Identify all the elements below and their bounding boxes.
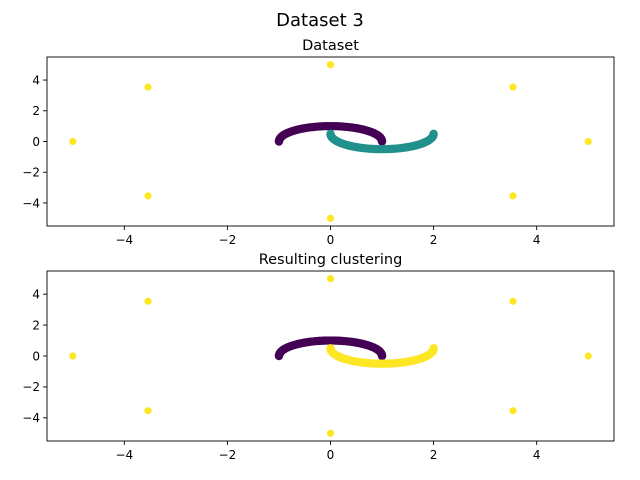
- data-point: [274, 137, 284, 146]
- y-tick-label: 2: [32, 318, 40, 332]
- data-point: [69, 137, 77, 146]
- y-tick-label: −2: [22, 166, 40, 180]
- data-point: [509, 407, 517, 415]
- data-point: [326, 61, 335, 69]
- data-point: [509, 297, 517, 305]
- data-point: [326, 214, 335, 222]
- data-point: [429, 344, 438, 353]
- data-point: [144, 83, 152, 91]
- data-point: [274, 351, 284, 361]
- x-tick-label: 2: [430, 448, 438, 462]
- data-point: [144, 407, 152, 415]
- data-point: [584, 352, 592, 360]
- x-tick-label: 4: [533, 233, 541, 247]
- panel-title: Resulting clustering: [259, 252, 403, 268]
- plot-area: [69, 61, 592, 222]
- panel-2: Resulting clustering −4 −2 0 2 4 −4 −2 0 2 4: [22, 252, 615, 462]
- data-point: [509, 192, 517, 200]
- y-tick-label: 4: [32, 73, 40, 87]
- plot-area: [69, 275, 592, 437]
- y-tick-label: −4: [22, 196, 40, 210]
- panel-title: Dataset: [302, 38, 359, 54]
- figure-title: Dataset 3: [276, 10, 364, 31]
- y-tick-label: 0: [32, 349, 40, 363]
- y-tick-label: 2: [32, 104, 40, 118]
- x-tick-label: 0: [327, 448, 335, 462]
- y-tick-label: −2: [22, 380, 40, 394]
- x-tick-label: 0: [327, 233, 335, 247]
- y-tick-label: 4: [32, 287, 40, 301]
- data-point: [509, 83, 517, 91]
- x-tick-label: 2: [430, 233, 438, 247]
- x-tick-label: −2: [219, 448, 237, 462]
- data-point: [429, 129, 438, 139]
- data-point: [584, 137, 592, 146]
- data-point: [69, 352, 77, 360]
- data-point: [144, 297, 152, 305]
- panel-1: Dataset −4 −2 0 2 4 −4 −2 0 2 4: [22, 38, 615, 247]
- data-point: [326, 429, 335, 437]
- x-tick-label: −2: [219, 233, 237, 247]
- data-point: [326, 275, 335, 283]
- x-tick-label: 4: [533, 448, 541, 462]
- y-tick-label: −4: [22, 411, 40, 425]
- x-tick-label: −4: [115, 233, 133, 247]
- data-point: [144, 192, 152, 200]
- x-tick-label: −4: [115, 448, 133, 462]
- y-tick-label: 0: [32, 135, 40, 149]
